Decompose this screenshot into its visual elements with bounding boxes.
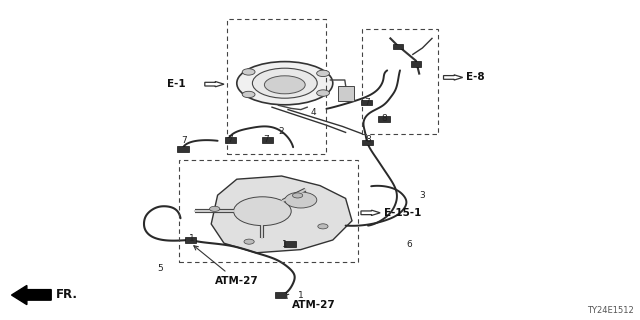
Bar xyxy=(362,140,373,145)
Polygon shape xyxy=(12,285,51,305)
Bar xyxy=(411,61,421,67)
Text: E-15-1: E-15-1 xyxy=(384,208,421,218)
Text: 6: 6 xyxy=(407,240,412,249)
Circle shape xyxy=(244,239,254,244)
Ellipse shape xyxy=(264,76,305,94)
Bar xyxy=(362,29,438,134)
Circle shape xyxy=(292,193,303,198)
Bar xyxy=(338,86,353,101)
Text: 7: 7 xyxy=(364,98,369,107)
Text: 2: 2 xyxy=(279,127,284,136)
Bar xyxy=(225,137,236,143)
Text: 5: 5 xyxy=(157,264,163,273)
Text: 1: 1 xyxy=(282,240,287,249)
Text: FR.: FR. xyxy=(56,288,78,301)
Ellipse shape xyxy=(237,61,333,105)
Bar xyxy=(227,19,326,154)
Text: 7: 7 xyxy=(263,135,268,144)
Bar xyxy=(262,137,273,143)
Polygon shape xyxy=(205,82,224,87)
Text: ATM-27: ATM-27 xyxy=(194,246,259,286)
Text: 7: 7 xyxy=(181,136,186,145)
Text: ATM-27: ATM-27 xyxy=(284,294,335,310)
Bar xyxy=(185,237,196,243)
Text: E-8: E-8 xyxy=(466,72,484,83)
Polygon shape xyxy=(444,75,463,80)
Circle shape xyxy=(285,192,317,208)
Bar xyxy=(361,100,372,105)
Polygon shape xyxy=(211,176,352,253)
Circle shape xyxy=(242,91,255,98)
Circle shape xyxy=(209,206,220,212)
Bar xyxy=(177,146,189,152)
Bar xyxy=(179,160,358,262)
Circle shape xyxy=(242,69,255,75)
Text: TY24E1512: TY24E1512 xyxy=(587,306,634,315)
Polygon shape xyxy=(361,210,380,215)
Bar xyxy=(275,292,286,298)
Bar xyxy=(284,241,296,247)
Text: 1: 1 xyxy=(189,234,195,243)
Bar xyxy=(378,116,390,122)
Circle shape xyxy=(317,90,330,96)
Text: 4: 4 xyxy=(311,108,316,116)
Circle shape xyxy=(318,224,328,229)
Text: 7: 7 xyxy=(228,135,233,144)
Bar xyxy=(393,44,403,49)
Circle shape xyxy=(317,70,330,76)
Text: 8: 8 xyxy=(365,135,371,144)
Ellipse shape xyxy=(252,68,317,98)
Text: 1: 1 xyxy=(298,292,303,300)
Text: 3: 3 xyxy=(420,191,425,200)
Text: E-1: E-1 xyxy=(167,79,186,89)
Circle shape xyxy=(234,197,291,226)
Text: 8: 8 xyxy=(381,114,387,123)
